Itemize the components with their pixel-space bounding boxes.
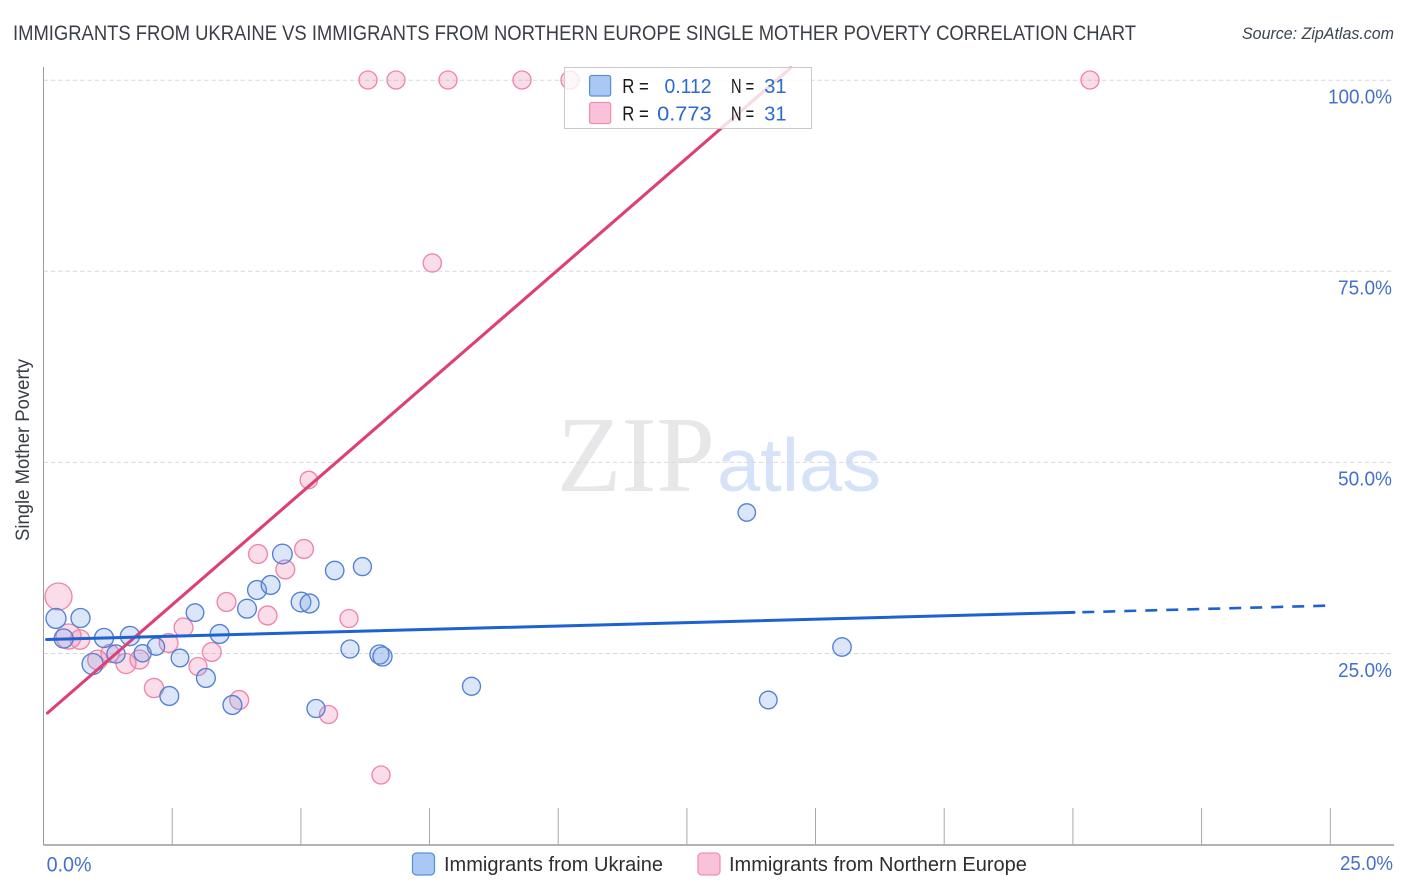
svg-text:31: 31 [764, 76, 786, 98]
svg-text:25.0%: 25.0% [1338, 660, 1392, 682]
svg-text:0.773: 0.773 [657, 104, 712, 126]
svg-text:0.112: 0.112 [665, 76, 712, 98]
svg-text:25.0%: 25.0% [1340, 852, 1393, 875]
svg-text:Source: ZipAtlas.com: Source: ZipAtlas.com [1242, 24, 1394, 43]
svg-text:Immigrants from Ukraine: Immigrants from Ukraine [444, 854, 663, 876]
svg-text:75.0%: 75.0% [1338, 278, 1392, 300]
svg-text:50.0%: 50.0% [1338, 469, 1392, 491]
svg-text:N =: N = [731, 76, 754, 98]
svg-text:N =: N = [731, 104, 754, 126]
svg-text:100.0%: 100.0% [1328, 87, 1392, 109]
svg-text:atlas: atlas [717, 423, 881, 507]
svg-text:R =: R = [622, 76, 649, 98]
svg-text:31: 31 [764, 104, 786, 126]
svg-text:0.0%: 0.0% [47, 854, 92, 877]
svg-text:R =: R = [622, 104, 649, 126]
svg-text:Immigrants from Northern Europ: Immigrants from Northern Europe [729, 854, 1027, 876]
svg-text:ZIP: ZIP [557, 396, 715, 515]
svg-text:Single Mother Poverty: Single Mother Poverty [13, 359, 34, 541]
svg-text:IMMIGRANTS FROM UKRAINE VS IMM: IMMIGRANTS FROM UKRAINE VS IMMIGRANTS FR… [13, 21, 1136, 45]
